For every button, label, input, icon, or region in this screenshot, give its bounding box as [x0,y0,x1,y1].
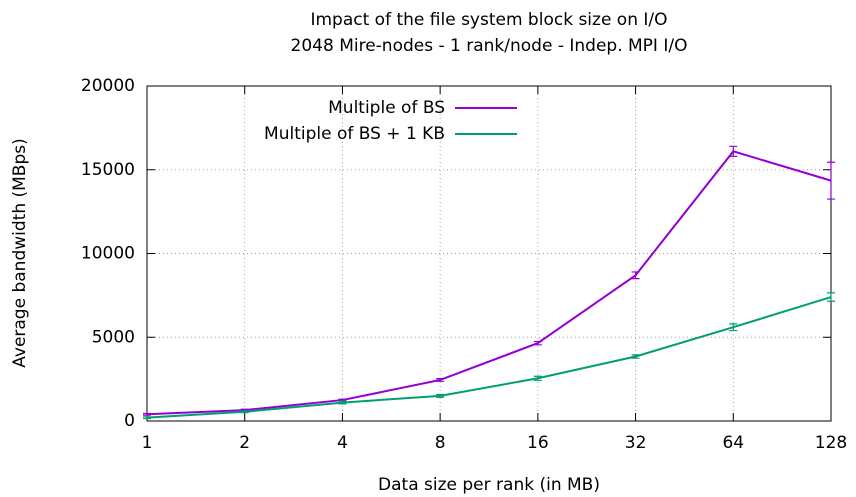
x-tick-label: 4 [337,433,348,453]
y-tick-label: 10000 [81,244,135,264]
error-bar [827,161,835,200]
error-bar [143,416,151,420]
y-axis-label: Average bandwidth (MBps) [10,138,30,368]
x-tick-label: 32 [625,433,647,453]
y-tick-label: 0 [124,411,135,431]
error-bar [729,323,738,332]
chart-subtitle: 2048 Mire-nodes - 1 rank/node - Indep. M… [291,36,688,56]
plot-border [146,85,832,422]
error-bar [240,410,249,414]
x-tick-label: 64 [722,433,744,453]
y-tick-label: 5000 [92,327,135,347]
x-tick-label: 128 [815,433,847,453]
error-bar [338,400,347,405]
error-bar [533,340,542,346]
error-bar [631,271,640,280]
series-line [146,296,832,419]
series-line [146,150,832,416]
x-tick-label: 2 [239,433,250,453]
error-bar [436,378,445,382]
x-tick-label: 1 [142,433,153,453]
x-tick-label: 16 [527,433,549,453]
error-bar [631,354,640,359]
chart-title: Impact of the file system block size on … [310,10,667,30]
error-bar [533,375,542,381]
y-tick-label: 20000 [81,76,135,96]
error-bar [436,393,445,398]
x-tick-label: 8 [435,433,446,453]
x-axis-label: Data size per rank (in MB) [378,475,600,495]
legend-label: Multiple of BS + 1 KB [264,124,445,144]
error-bar [827,292,835,302]
error-bar [143,412,151,416]
error-bar [729,145,738,157]
y-tick-label: 15000 [81,160,135,180]
legend-label: Multiple of BS [328,98,445,118]
